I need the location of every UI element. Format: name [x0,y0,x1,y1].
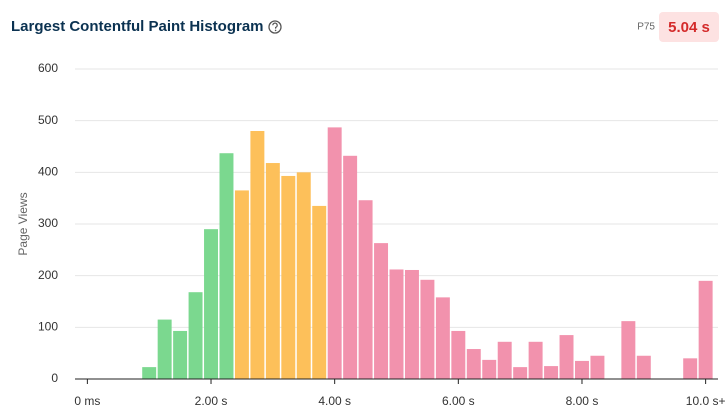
bar [157,319,172,379]
bar [544,366,559,379]
bar [404,269,419,379]
y-tick-label: 0 [51,371,58,385]
y-tick-label: 500 [38,113,58,127]
bar [420,279,435,379]
bar [296,172,311,379]
x-tick-label: 10.0 s+ [686,394,726,408]
help-icon[interactable] [268,20,282,34]
bar [466,349,481,379]
bar [435,297,450,379]
y-tick-label: 100 [38,320,58,334]
x-tick-label: 8.00 s [566,394,599,408]
bar [234,190,249,379]
bar [327,127,342,379]
x-tick-label: 0 ms [74,394,100,408]
bar [204,229,218,379]
bar [683,358,698,379]
help-circle[interactable] [268,20,282,34]
bar [528,341,543,379]
bar [621,321,636,379]
bar [219,153,234,379]
x-tick-label: 2.00 s [195,394,228,408]
help-glyph[interactable] [272,22,278,29]
y-tick-label: 300 [38,216,58,230]
bar [482,359,497,379]
bar [389,269,404,379]
bar [358,200,373,379]
stat-value: 5.04 s [668,19,710,36]
chart-title: Largest Contentful Paint Histogram [11,18,264,35]
bar [142,367,157,379]
bar [575,360,589,379]
bar [312,205,327,379]
bar [250,131,265,379]
bar [636,355,651,379]
y-tick-label: 200 [38,268,58,282]
bar [451,330,466,379]
y-tick-label: 600 [38,61,58,75]
stat-label: P75 [637,22,655,33]
bar [188,292,203,379]
y-tick-label: 400 [38,165,58,179]
x-tick-label: 4.00 s [318,394,351,408]
bar [343,155,358,379]
bar [374,243,389,379]
bar [698,280,713,379]
bar [281,175,296,379]
y-axis-label: Page Views [16,192,30,255]
bar [173,330,188,379]
bar [559,335,574,379]
x-tick-label: 6.00 s [442,394,475,408]
bar [513,367,528,379]
bar [265,163,280,379]
help-dot[interactable] [274,29,277,32]
bar [497,341,512,379]
bar [590,355,605,379]
stat-badge [659,12,719,42]
